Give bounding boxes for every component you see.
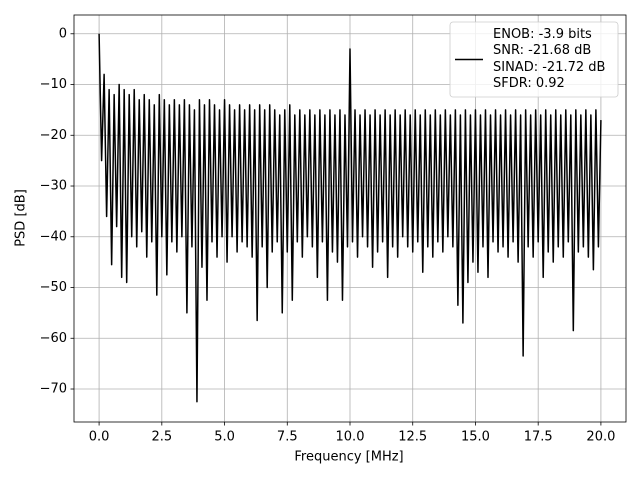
y-axis-label: PSD [dB]	[14, 189, 29, 247]
y-tick-label: −70	[40, 382, 67, 397]
data-line	[98, 33, 602, 403]
x-tick-label: 12.5	[398, 430, 427, 445]
y-tick-label: −50	[40, 280, 67, 295]
x-axis-label: Frequency [MHz]	[294, 450, 403, 465]
y-tick-label: −10	[40, 77, 67, 92]
x-tick-label: 20.0	[586, 430, 615, 445]
y-tick-label: −40	[40, 229, 67, 244]
x-tick-label: 7.5	[277, 430, 298, 445]
y-tick-label: 0	[59, 26, 67, 41]
legend-box	[449, 21, 619, 98]
x-tick-label: 5.0	[214, 430, 235, 445]
x-tick-label: 2.5	[151, 430, 172, 445]
legend-text: ENOB: -3.9 bits SNR: -21.68 dB SINAD: -2…	[493, 27, 606, 91]
axes-frame	[73, 14, 627, 423]
x-tick-label: 0.0	[89, 430, 110, 445]
y-tick-label: −30	[40, 179, 67, 194]
y-tick-label: −60	[40, 331, 67, 346]
x-tick-label: 15.0	[461, 430, 490, 445]
y-tick-label: −20	[40, 128, 67, 143]
x-tick-label: 10.0	[336, 430, 365, 445]
x-tick-label: 17.5	[524, 430, 553, 445]
